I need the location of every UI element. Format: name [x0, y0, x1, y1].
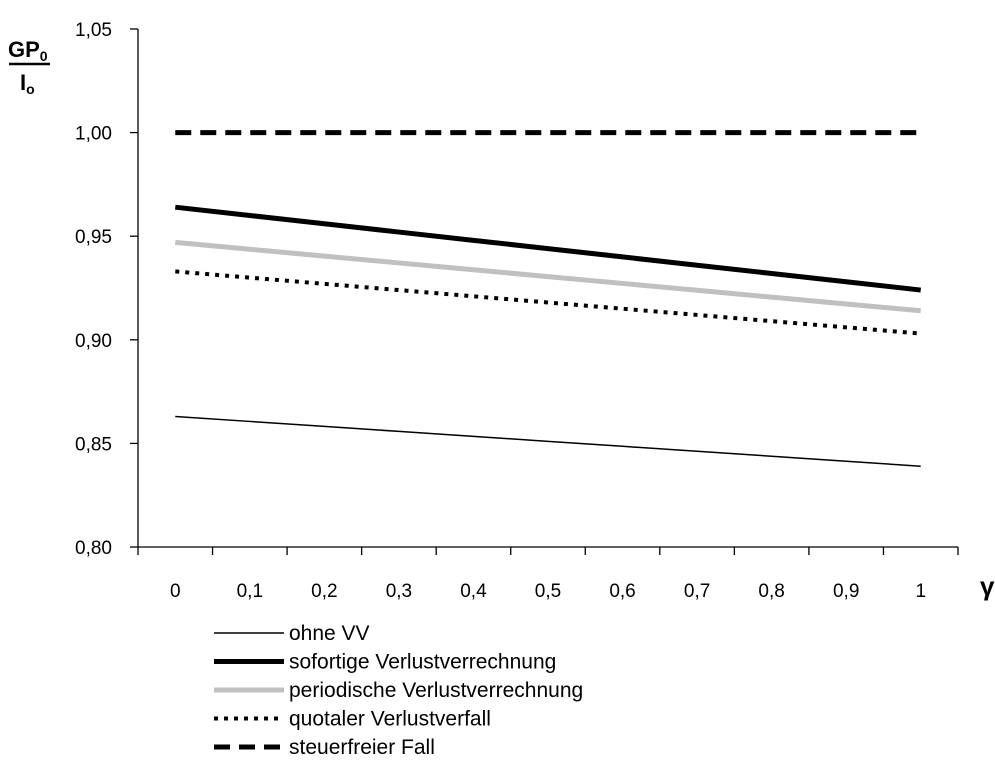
- legend: ohne VV sofortige Verlustverrechnung perio…: [214, 622, 583, 759]
- y-axis: 0,80 0,85 0,90 0,95 1,00 1,05: [75, 20, 139, 559]
- y-axis-title: GP0 Io: [8, 37, 50, 97]
- x-tick-label: 0,7: [684, 581, 710, 602]
- x-tick-label: 0,3: [386, 581, 412, 602]
- y-tick-label: 0,85: [75, 434, 112, 455]
- x-axis: 0 0,1 0,2 0,3 0,4 0,5 0,6 0,7 0,8 0,9 1: [137, 546, 959, 602]
- y-axis-denominator-subscript: o: [26, 81, 35, 97]
- x-tick-label: 0,2: [311, 581, 337, 602]
- y-tick-label: 0,90: [75, 331, 112, 352]
- legend-label-1: ohne VV: [289, 622, 370, 645]
- x-tick-label: 0,8: [758, 581, 784, 602]
- x-tick-label: 0,6: [609, 581, 635, 602]
- y-axis-numerator: GP0: [8, 37, 48, 64]
- x-axis-title: γ: [980, 571, 995, 601]
- x-tick-label: 0: [170, 581, 181, 602]
- y-tick-label: 0,95: [75, 227, 112, 248]
- x-tick-label: 0,9: [833, 581, 859, 602]
- x-tick-label: 1: [915, 581, 926, 602]
- y-axis-denominator-text: I: [20, 70, 26, 95]
- legend-label-5: steuerfreier Fall: [289, 736, 435, 759]
- legend-label-4: quotaler Verlustverfall: [289, 708, 491, 731]
- y-axis-numerator-subscript: 0: [40, 48, 48, 64]
- series-line-4: [175, 269, 921, 336]
- legend-label-2: sofortige Verlustverrechnung: [289, 651, 556, 674]
- y-axis-denominator: Io: [20, 70, 35, 97]
- legend-label-3: periodische Verlustverrechnung: [289, 679, 583, 702]
- x-tick-label: 0,1: [237, 581, 263, 602]
- y-tick-label: 0,80: [75, 538, 112, 559]
- y-tick-label: 1,00: [75, 124, 112, 145]
- series-line-1: [175, 415, 921, 467]
- series-line-2: [174, 204, 922, 293]
- series-line-3: [175, 239, 921, 314]
- y-axis-numerator-text: GP: [8, 37, 40, 62]
- series-lines: [174, 130, 922, 467]
- x-tick-label: 0,5: [535, 581, 561, 602]
- y-tick-label: 1,05: [75, 20, 112, 41]
- x-tick-label: 0,4: [460, 581, 487, 602]
